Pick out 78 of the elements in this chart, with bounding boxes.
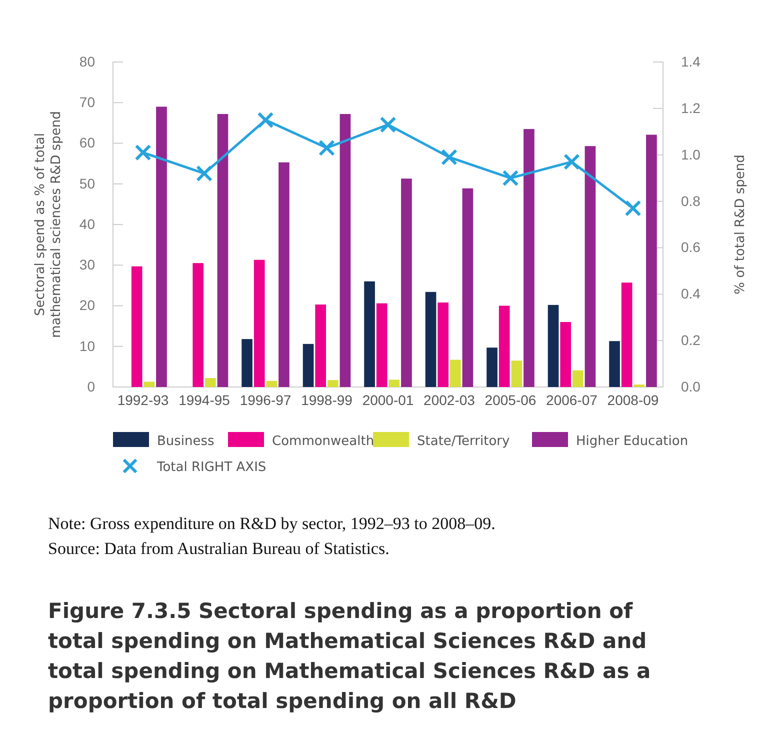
bar	[131, 266, 142, 387]
bar	[376, 303, 388, 387]
y-tick-label: 10	[79, 338, 96, 354]
bar	[584, 146, 596, 387]
y-tick-label: 0	[87, 378, 96, 394]
y2-tick-label: 0.6	[681, 239, 701, 256]
bar	[450, 360, 461, 387]
x-tick-label: 1998-99	[301, 392, 353, 408]
bar	[486, 348, 498, 387]
legend-label: Higher Education	[576, 434, 688, 449]
point	[380, 116, 396, 133]
source-note: Source: Data from Australian Bureau of Statistics.	[48, 539, 390, 558]
x-tick-label: 1996-97	[240, 392, 292, 408]
y-tick-label: 30	[79, 256, 96, 273]
bar	[425, 292, 436, 387]
y-tick-label: 20	[79, 297, 96, 314]
text: Note: Gross expenditure on R&D by sector, 1992–93 to 2008–09.	[48, 514, 496, 533]
bar	[340, 114, 351, 387]
x-tick-label: 2000-01	[362, 392, 414, 408]
bar	[242, 339, 252, 387]
legend-label: Business	[157, 434, 215, 449]
bar	[144, 382, 155, 387]
bar	[254, 260, 265, 387]
bar	[646, 134, 657, 387]
bar	[524, 129, 534, 387]
bar	[511, 360, 522, 387]
bar	[192, 263, 204, 387]
y2-tick-label: 1.4	[681, 53, 701, 70]
point	[624, 200, 642, 216]
legend-label: State/Territory	[417, 434, 510, 449]
bar	[388, 380, 400, 387]
y2-tick-label: 1.2	[681, 100, 701, 116]
y-tick-label: 80	[79, 53, 96, 70]
bar	[217, 114, 228, 387]
bar	[266, 380, 278, 387]
y2-tick-label: 0.4	[681, 286, 701, 302]
y-axis-title: Sectoral spend as % of total mathematical sciences R&D spend	[33, 111, 64, 338]
bar	[560, 322, 572, 387]
bar	[364, 281, 375, 387]
bar	[438, 302, 449, 387]
x-tick-label: 2002-03	[424, 392, 476, 408]
y2-tick-label: 0.2	[681, 332, 701, 348]
bar	[462, 188, 474, 387]
bar	[278, 162, 290, 387]
bar	[327, 380, 338, 387]
legend-label: Commonwealth	[272, 434, 374, 449]
y-tick-label: 70	[79, 94, 96, 110]
point	[564, 154, 580, 170]
x-tick-label: 1994-95	[178, 392, 230, 408]
y-tick-label: 50	[79, 175, 96, 192]
bar	[156, 106, 167, 387]
point	[441, 148, 458, 166]
y2-tick-label: 0.0	[681, 378, 701, 394]
point	[318, 140, 335, 156]
bar	[548, 304, 559, 387]
point	[196, 165, 212, 182]
x-tick-label: 2005-06	[484, 392, 536, 408]
x-tick-label: 1992-93	[117, 392, 169, 408]
point	[502, 170, 519, 186]
legend-label: Total RIGHT AXIS	[156, 460, 266, 475]
y2-tick-label: 1.0	[681, 146, 701, 162]
point	[257, 112, 274, 128]
bar	[204, 378, 216, 387]
y2-axis-title: % of total R&D spend	[733, 154, 748, 294]
caption: Figure 7.3.5 Sectoral spending as a proportion of total spending on Mathematical Sciences R&D and total spending on Mathematical Sciences R&D as a proportion of total spending on all R&D	[48, 599, 651, 713]
point	[134, 144, 152, 161]
bar	[621, 282, 632, 387]
bar	[498, 306, 510, 387]
bar	[315, 304, 326, 387]
bar	[572, 370, 584, 387]
bar	[302, 344, 314, 387]
x-tick-label: 2006-07	[546, 392, 598, 408]
y-tick-label: 40	[79, 216, 96, 232]
bar	[609, 341, 620, 387]
bar	[401, 178, 412, 387]
y2-tick-label: 0.8	[681, 192, 701, 209]
x-tick-label: 2008-09	[607, 392, 659, 408]
y-tick-label: 60	[79, 134, 96, 151]
